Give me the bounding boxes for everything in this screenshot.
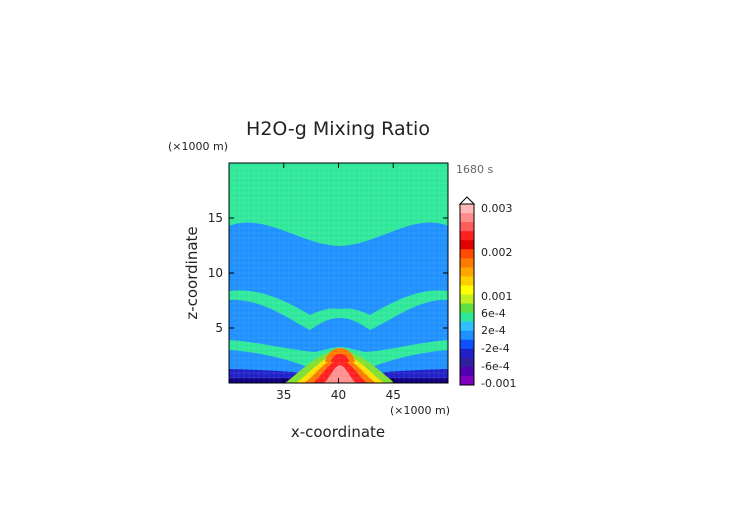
colorbar-segment <box>460 240 474 250</box>
colorbar-tick-label: 0.001 <box>481 290 513 303</box>
colorbar-tick-label: -0.001 <box>481 377 516 390</box>
lower-negative-band <box>229 299 448 352</box>
x-tick-label: 35 <box>276 388 291 402</box>
upper-negative-band <box>229 222 448 315</box>
colorbar-tick-label: 6e-4 <box>481 307 506 320</box>
mixing-ratio-field <box>229 163 448 383</box>
colorbar-tick-label: 2e-4 <box>481 324 506 337</box>
colorbar-segment <box>460 312 474 323</box>
colorbar-frame <box>459 203 475 386</box>
low-level-negative-band <box>229 350 448 378</box>
colorbar-segment <box>460 222 474 232</box>
colorbar-segment <box>460 339 474 350</box>
colorbar-tick-label: -6e-4 <box>481 360 510 373</box>
colorbar-segment <box>460 303 474 314</box>
colorbar-segment <box>460 213 474 223</box>
colorbar-segment <box>460 258 474 268</box>
z-unit-label: (×1000 m) <box>168 140 228 153</box>
colorbar-segment <box>460 249 474 259</box>
colorbar-segment <box>460 357 474 368</box>
colorbar-tick-label: 0.003 <box>481 202 513 215</box>
x-tick-label: 40 <box>331 388 346 402</box>
colorbar-segment <box>460 231 474 241</box>
colorbar-segment <box>460 321 474 332</box>
peak-core <box>324 365 356 383</box>
colorbar-segments <box>459 203 475 386</box>
x-unit-label: (×1000 m) <box>390 404 450 417</box>
colorbar-segment <box>460 204 474 214</box>
colorbar-labels: 0.003 0.002 0.001 6e-4 2e-4 -2e-4 -6e-4 -0.001 <box>481 202 516 390</box>
colorbar-segment <box>460 348 474 359</box>
colorbar-segment <box>460 276 474 286</box>
chart-title: H2O-g Mixing Ratio <box>246 118 430 140</box>
y-tick-label: 10 <box>208 266 223 280</box>
y-axis-ticks: 5 10 15 <box>208 211 448 335</box>
y-tick-label: 15 <box>208 211 223 225</box>
colorbar-tick-label: -2e-4 <box>481 342 510 355</box>
colorbar-segment <box>460 294 474 305</box>
plot-area: 35 40 45 5 10 15 <box>208 162 449 402</box>
colorbar-segment <box>460 267 474 277</box>
colorbar-segment <box>460 366 474 377</box>
colorbar-segment <box>460 330 474 341</box>
time-label: 1680 s <box>456 163 493 176</box>
upper-red-lobe <box>331 354 349 362</box>
colorbar-segment <box>460 285 474 295</box>
x-axis-ticks: 35 40 45 <box>276 163 401 402</box>
y-tick-label: 5 <box>215 321 223 335</box>
x-axis-label: x-coordinate <box>291 423 385 441</box>
colorbar: 0.003 0.002 0.001 6e-4 2e-4 -2e-4 -6e-4 -0.001 <box>458 196 516 390</box>
colorbar-segment <box>460 375 474 386</box>
colorbar-tick-label: 0.002 <box>481 246 513 259</box>
colorbar-top-arrow <box>458 196 476 205</box>
x-tick-label: 45 <box>386 388 401 402</box>
y-axis-label: z-coordinate <box>183 226 201 319</box>
